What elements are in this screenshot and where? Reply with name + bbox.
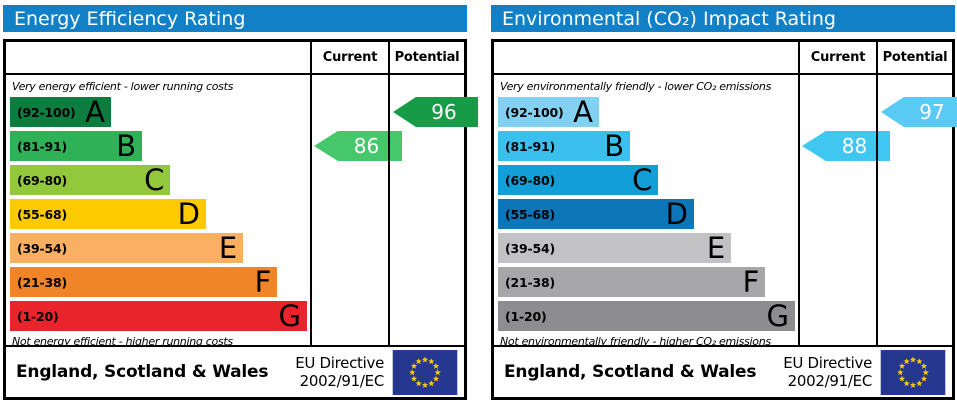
rating-band-f: (21-38) F bbox=[498, 265, 766, 299]
current-value-column: 88 bbox=[798, 75, 890, 345]
band-range-label: (1-20) bbox=[17, 308, 59, 324]
potential-rating-arrow: 96 bbox=[393, 97, 478, 127]
band-range-label: (21-38) bbox=[17, 274, 68, 290]
potential-value-column: 96 bbox=[388, 75, 478, 345]
rating-band-a: (92-100) A bbox=[498, 97, 599, 127]
rating-band-d: (55-68) D bbox=[10, 197, 207, 231]
energy-efficiency-panel: Energy Efficiency Rating Current Potenti… bbox=[3, 5, 478, 400]
footer-region-label: England, Scotland & Wales bbox=[504, 362, 757, 382]
band-letter: D bbox=[177, 197, 201, 231]
header-spacer bbox=[494, 42, 798, 75]
energy-panel-title: Energy Efficiency Rating bbox=[3, 5, 467, 32]
eu-flag-icon bbox=[392, 349, 458, 395]
rating-band-e: (39-54) E bbox=[498, 231, 732, 265]
eu-directive-line1: EU Directive bbox=[295, 354, 384, 372]
band-range-label: (55-68) bbox=[505, 206, 556, 222]
bottom-caption: Not energy efficient - higher running co… bbox=[12, 335, 233, 345]
band-letter: A bbox=[85, 95, 105, 129]
rating-band-f: (21-38) F bbox=[10, 265, 278, 299]
band-range-label: (92-100) bbox=[17, 104, 76, 120]
band-range-label: (69-80) bbox=[17, 172, 68, 188]
band-range-label: (69-80) bbox=[505, 172, 556, 188]
potential-column-header: Potential bbox=[388, 42, 464, 75]
potential-value-column: 97 bbox=[876, 75, 957, 345]
band-range-label: (81-91) bbox=[17, 138, 68, 154]
potential-column-header: Potential bbox=[876, 42, 952, 75]
band-range-label: (39-54) bbox=[505, 240, 556, 256]
bottom-caption: Not environmentally friendly - higher CO… bbox=[500, 335, 771, 345]
eu-directive-line1: EU Directive bbox=[783, 354, 872, 372]
footer: England, Scotland & Wales EU Directive 2… bbox=[494, 345, 952, 397]
band-letter: B bbox=[116, 129, 137, 163]
band-letter: B bbox=[604, 129, 625, 163]
rating-band-g: (1-20) G bbox=[498, 301, 795, 331]
rating-band-e: (39-54) E bbox=[10, 231, 244, 265]
rating-band-c: (69-80) C bbox=[498, 163, 659, 197]
current-value-column: 86 bbox=[310, 75, 402, 345]
footer: England, Scotland & Wales EU Directive 2… bbox=[6, 345, 464, 397]
band-range-label: (81-91) bbox=[505, 138, 556, 154]
band-letter: A bbox=[573, 95, 593, 129]
co2-impact-panel: Environmental (CO₂) Impact Rating Curren… bbox=[491, 5, 957, 400]
header-spacer bbox=[6, 42, 310, 75]
rating-band-c: (69-80) C bbox=[10, 163, 171, 197]
footer-region-label: England, Scotland & Wales bbox=[16, 362, 269, 382]
band-letter: C bbox=[144, 163, 165, 197]
eu-directive-label: EU Directive 2002/91/EC bbox=[295, 354, 392, 390]
band-range-label: (21-38) bbox=[505, 274, 556, 290]
current-column-header: Current bbox=[310, 42, 388, 75]
band-range-label: (39-54) bbox=[17, 240, 68, 256]
band-letter: G bbox=[766, 299, 789, 333]
co2-band-chart: Very environmentally friendly - lower CO… bbox=[494, 75, 798, 345]
rating-band-a: (92-100) A bbox=[10, 97, 111, 127]
eu-flag-icon bbox=[880, 349, 946, 395]
band-range-label: (1-20) bbox=[505, 308, 547, 324]
band-letter: E bbox=[706, 231, 726, 265]
band-letter: F bbox=[742, 265, 760, 299]
co2-panel-title: Environmental (CO₂) Impact Rating bbox=[491, 5, 955, 32]
current-column-header: Current bbox=[798, 42, 876, 75]
energy-band-chart: Very energy efficient - lower running co… bbox=[6, 75, 310, 345]
co2-rating-table: Current Potential Very environmentally f… bbox=[491, 39, 957, 400]
band-letter: C bbox=[632, 163, 653, 197]
band-range-label: (55-68) bbox=[17, 206, 68, 222]
top-caption: Very energy efficient - lower running co… bbox=[12, 80, 234, 93]
energy-rating-table: Current Potential Very energy efficient … bbox=[3, 39, 478, 400]
band-letter: G bbox=[278, 299, 301, 333]
potential-rating-arrow: 97 bbox=[881, 97, 957, 127]
band-letter: F bbox=[254, 265, 272, 299]
band-letter: E bbox=[218, 231, 238, 265]
eu-directive-line2: 2002/91/EC bbox=[299, 372, 385, 390]
band-range-label: (92-100) bbox=[505, 104, 564, 120]
eu-directive-line2: 2002/91/EC bbox=[787, 372, 873, 390]
rating-band-g: (1-20) G bbox=[10, 301, 307, 331]
top-caption: Very environmentally friendly - lower CO… bbox=[500, 80, 772, 93]
rating-band-d: (55-68) D bbox=[498, 197, 695, 231]
band-letter: D bbox=[665, 197, 689, 231]
rating-band-b: (81-91) B bbox=[498, 129, 631, 163]
rating-band-b: (81-91) B bbox=[10, 129, 143, 163]
eu-directive-label: EU Directive 2002/91/EC bbox=[783, 354, 880, 390]
